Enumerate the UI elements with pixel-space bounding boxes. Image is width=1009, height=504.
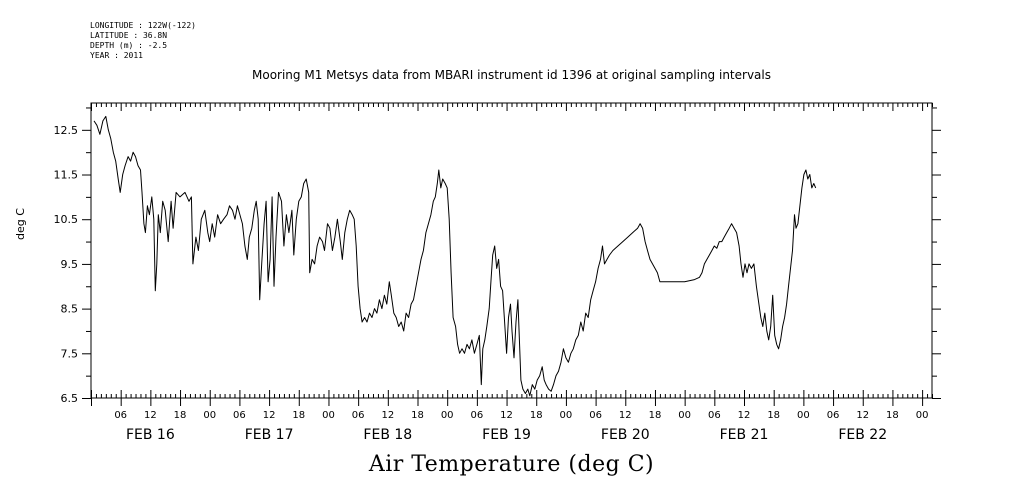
x-axis-caption: Air Temperature (deg C): [368, 452, 655, 477]
y-tick-label: 6.5: [61, 392, 79, 405]
x-day-label: FEB 17: [245, 427, 294, 443]
y-tick-label: 9.5: [61, 258, 79, 271]
x-hour-tick-label: 12: [263, 410, 276, 421]
x-axis-caption-wrapper: Air Temperature (deg C): [0, 452, 1009, 477]
y-tick-label: 11.5: [54, 169, 79, 182]
x-hour-tick-label: 12: [144, 410, 157, 421]
x-hour-tick-label: 00: [441, 410, 454, 421]
x-hour-tick-label: 00: [797, 410, 810, 421]
x-hour-tick-label: 12: [619, 410, 632, 421]
y-tick-label: 7.5: [61, 347, 79, 360]
x-hour-tick-label: 06: [471, 410, 484, 421]
x-hour-tick-label: 18: [767, 410, 780, 421]
x-hour-tick-label: 18: [174, 410, 187, 421]
x-day-label: FEB 21: [720, 427, 769, 443]
longitude-text: LONGITUDE : 122W(-122): [90, 21, 196, 30]
y-tick-label: 12.5: [54, 124, 79, 137]
x-hour-tick-label: 12: [856, 410, 869, 421]
x-hour-tick-label: 06: [827, 410, 840, 421]
x-hour-tick-label: 06: [708, 410, 721, 421]
year-text: YEAR : 2011: [90, 51, 143, 60]
x-day-label: FEB 16: [126, 427, 175, 443]
x-hour-tick-label: 12: [381, 410, 394, 421]
chart-title-wrapper: Mooring M1 Metsys data from MBARI instru…: [0, 68, 1009, 82]
chart-title: Mooring M1 Metsys data from MBARI instru…: [252, 68, 771, 82]
x-hour-tick-label: 00: [560, 410, 573, 421]
x-day-label: FEB 22: [838, 427, 887, 443]
x-day-label: FEB 18: [363, 427, 412, 443]
x-hour-tick-label: 18: [530, 410, 543, 421]
depth-text: DEPTH (m) : -2.5: [90, 41, 168, 50]
metadata-block: LONGITUDE : 122W(-122) LATITUDE : 36.8N …: [90, 21, 196, 61]
x-hour-tick-label: 18: [411, 410, 424, 421]
x-hour-tick-label: 06: [233, 410, 246, 421]
x-hour-tick-label: 06: [352, 410, 365, 421]
x-day-label: FEB 20: [601, 427, 650, 443]
x-hour-tick-label: 00: [322, 410, 335, 421]
x-hour-tick-label: 06: [589, 410, 602, 421]
x-hour-tick-label: 00: [678, 410, 691, 421]
x-hour-tick-label: 18: [292, 410, 305, 421]
x-hour-tick-label: 12: [500, 410, 513, 421]
x-hour-tick-label: 18: [886, 410, 899, 421]
plot-frame: [90, 102, 933, 399]
series-line-air-temperature: [93, 115, 817, 397]
latitude-text: LATITUDE : 36.8N: [90, 31, 168, 40]
y-tick-label: 8.5: [61, 303, 79, 316]
x-hour-tick-label: 12: [738, 410, 751, 421]
y-tick-label: 10.5: [54, 213, 79, 226]
x-hour-tick-label: 00: [203, 410, 216, 421]
x-hour-tick-label: 00: [916, 410, 929, 421]
x-hour-tick-label: 18: [649, 410, 662, 421]
x-day-label: FEB 19: [482, 427, 531, 443]
x-hour-tick-label: 06: [114, 410, 127, 421]
